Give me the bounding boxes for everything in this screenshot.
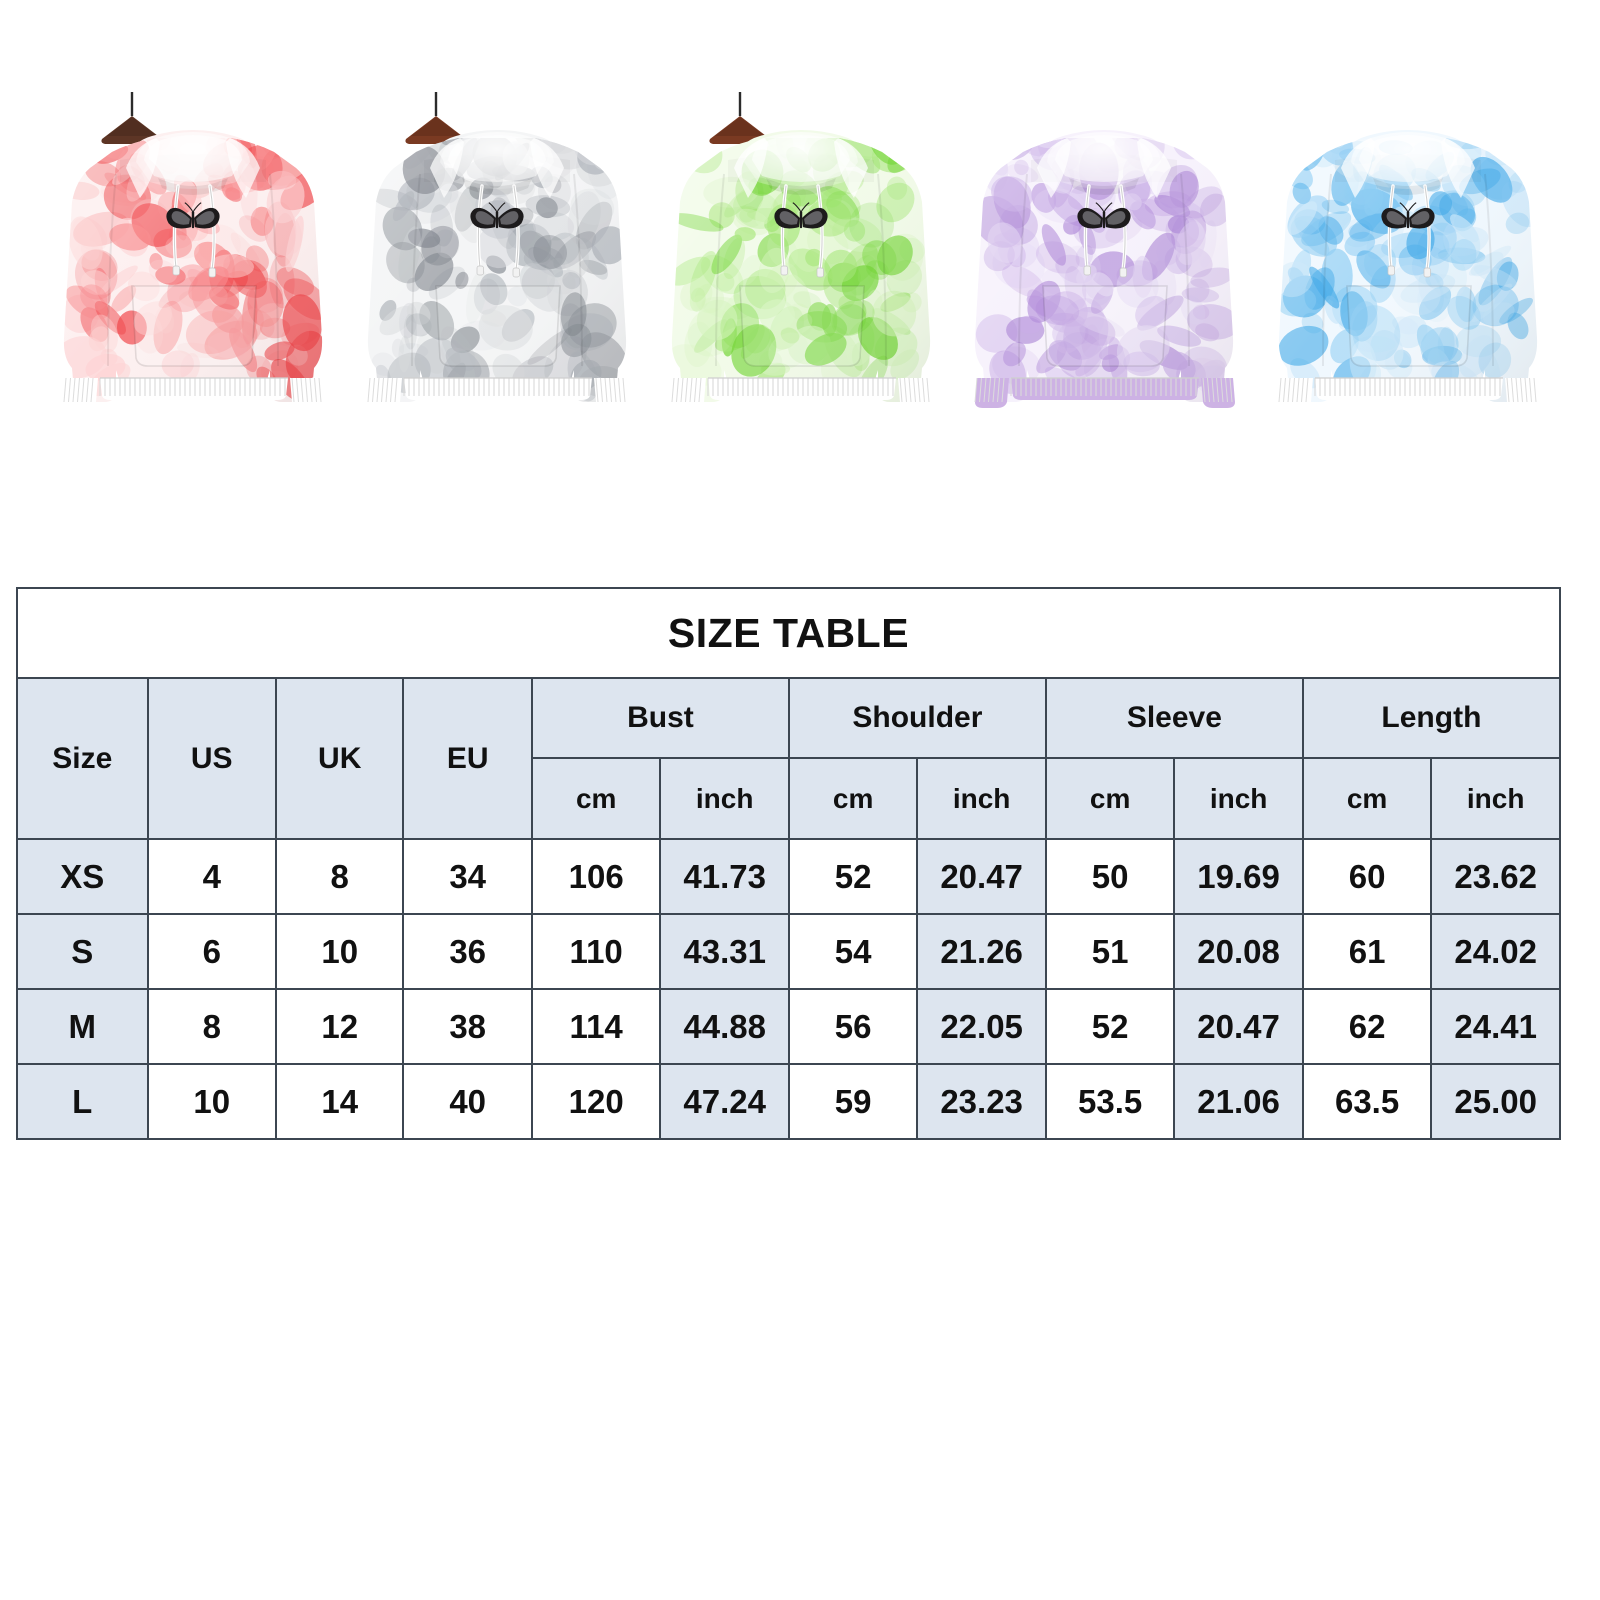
- cell-m-bust-inch: 44.88: [659, 988, 790, 1065]
- product-image-green[interactable]: [668, 90, 933, 420]
- unit-header-bust-inch: inch: [659, 757, 790, 840]
- cell-xs-shoulder-inch: 20.47: [916, 838, 1047, 915]
- cell-s-bust-cm: 110: [530, 913, 662, 990]
- size-table-container: SIZE TABLE Size US UK EU Bust Shoulder Sleeve Le…: [16, 587, 1562, 1140]
- cell-l-sleeve-inch: 21.06: [1173, 1063, 1304, 1140]
- cell-xs-length-cm: 60: [1301, 838, 1433, 915]
- cell-l-shoulder-cm: 59: [787, 1063, 919, 1140]
- cell-m-shoulder-cm: 56: [787, 988, 919, 1065]
- cell-s-shoulder-inch: 21.26: [916, 913, 1047, 990]
- cell-xs-bust-inch: 41.73: [659, 838, 790, 915]
- cell-m-uk: 12: [274, 988, 405, 1065]
- product-color-gallery: [60, 90, 1540, 420]
- cell-s-us: 6: [146, 913, 277, 990]
- hoodie-illustration-grey: [367, 92, 628, 408]
- cell-xs-size: XS: [16, 838, 149, 915]
- cell-l-shoulder-inch: 23.23: [916, 1063, 1047, 1140]
- cell-s-sleeve-inch: 20.08: [1173, 913, 1304, 990]
- unit-header-shoulder-cm: cm: [787, 757, 919, 840]
- product-image-grey[interactable]: [364, 90, 629, 420]
- table-row: S 6 10 36 110 43.31 54 21.26 51 20.08 61 24.02: [16, 913, 1561, 990]
- size-table: SIZE TABLE Size US UK EU Bust Shoulder Sleeve Le…: [16, 587, 1562, 1140]
- cell-xs-eu: 34: [402, 838, 533, 915]
- cell-m-eu: 38: [402, 988, 533, 1065]
- cell-m-bust-cm: 114: [530, 988, 662, 1065]
- measure-group-length: Length: [1301, 677, 1562, 759]
- header-row-groups: Size US UK EU Bust Shoulder Sleeve Length: [16, 677, 1562, 840]
- cell-l-bust-inch: 47.24: [659, 1063, 790, 1140]
- measure-group-shoulder: Shoulder: [787, 677, 1047, 759]
- col-header-size: Size: [16, 677, 149, 840]
- unit-header-bust-cm: cm: [530, 757, 662, 840]
- cell-m-sleeve-inch: 20.47: [1173, 988, 1304, 1065]
- cell-l-size: L: [16, 1063, 149, 1140]
- unit-header-sleeve-cm: cm: [1044, 757, 1176, 840]
- cell-m-us: 8: [146, 988, 277, 1065]
- cell-l-eu: 40: [402, 1063, 533, 1140]
- cell-s-sleeve-cm: 51: [1044, 913, 1176, 990]
- cell-xs-length-inch: 23.62: [1430, 838, 1561, 915]
- cell-xs-us: 4: [146, 838, 277, 915]
- unit-header-shoulder-inch: inch: [916, 757, 1047, 840]
- hoodie-illustration-red: [63, 92, 324, 408]
- col-header-eu: EU: [402, 677, 533, 840]
- unit-header-sleeve-inch: inch: [1173, 757, 1304, 840]
- cell-s-eu: 36: [402, 913, 533, 990]
- unit-header-length-inch: inch: [1430, 757, 1561, 840]
- hoodie-illustration-green: [671, 92, 932, 408]
- cell-s-uk: 10: [274, 913, 405, 990]
- cell-s-length-inch: 24.02: [1430, 913, 1561, 990]
- cell-m-size: M: [16, 988, 149, 1065]
- cell-s-bust-inch: 43.31: [659, 913, 790, 990]
- cell-xs-uk: 8: [274, 838, 405, 915]
- cell-m-sleeve-cm: 52: [1044, 988, 1176, 1065]
- product-image-purple[interactable]: [971, 90, 1236, 420]
- size-table-title: SIZE TABLE: [16, 587, 1561, 679]
- unit-header-length-cm: cm: [1301, 757, 1433, 840]
- col-header-uk: UK: [274, 677, 405, 840]
- cell-l-uk: 14: [274, 1063, 405, 1140]
- cell-s-size: S: [16, 913, 149, 990]
- col-header-us: US: [146, 677, 277, 840]
- table-row: L 10 14 40 120 47.24 59 23.23 53.5 21.06 63.5 25.00: [16, 1063, 1561, 1140]
- table-row: M 8 12 38 114 44.88 56 22.05 52 20.47 62 24.41: [16, 988, 1561, 1065]
- table-row: XS 4 8 34 106 41.73 52 20.47 50 19.69 60 23.62: [16, 838, 1561, 915]
- cell-l-bust-cm: 120: [530, 1063, 662, 1140]
- cell-xs-shoulder-cm: 52: [787, 838, 919, 915]
- cell-l-length-cm: 63.5: [1301, 1063, 1433, 1140]
- cell-m-shoulder-inch: 22.05: [916, 988, 1047, 1065]
- cell-xs-bust-cm: 106: [530, 838, 662, 915]
- cell-l-length-inch: 25.00: [1430, 1063, 1561, 1140]
- measure-group-bust: Bust: [530, 677, 790, 759]
- cell-s-length-cm: 61: [1301, 913, 1433, 990]
- hoodie-illustration-blue: [1278, 130, 1539, 408]
- cell-xs-sleeve-cm: 50: [1044, 838, 1176, 915]
- cell-s-shoulder-cm: 54: [787, 913, 919, 990]
- cell-m-length-inch: 24.41: [1430, 988, 1561, 1065]
- cell-m-length-cm: 62: [1301, 988, 1433, 1065]
- cell-l-sleeve-cm: 53.5: [1044, 1063, 1176, 1140]
- measure-group-sleeve: Sleeve: [1044, 677, 1304, 759]
- product-image-red[interactable]: [60, 90, 325, 420]
- product-image-blue[interactable]: [1275, 90, 1540, 420]
- header-row-units: cm inch cm inch cm inch cm inch: [17, 757, 1561, 840]
- hoodie-illustration-purple: [974, 130, 1236, 408]
- cell-l-us: 10: [146, 1063, 277, 1140]
- cell-xs-sleeve-inch: 19.69: [1173, 838, 1304, 915]
- size-table-title-row: SIZE TABLE: [16, 587, 1561, 679]
